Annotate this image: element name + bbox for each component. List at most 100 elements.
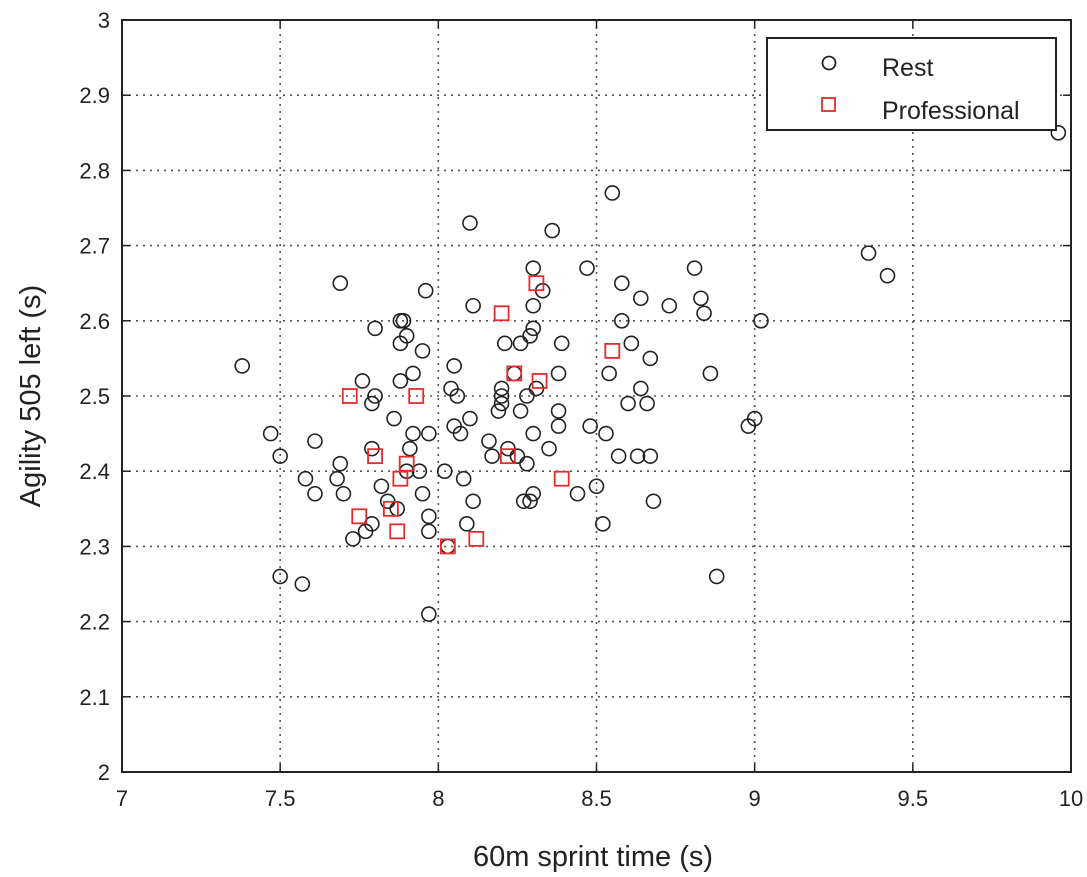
rest-point [392,373,409,389]
x-tick-label: 10 [1059,786,1083,811]
rest-point [620,395,636,412]
rest-point [614,275,630,292]
rest-point [367,320,383,337]
rest-point [686,260,703,276]
rest-point [484,448,500,464]
y-tick-label: 2.5 [79,384,110,409]
rest-point [496,335,513,352]
rest-point [595,516,611,532]
rest-point [519,455,535,472]
professional-point [351,508,368,525]
professional-point [341,388,358,404]
rest-point [544,222,561,239]
x-tick-label: 7 [116,786,128,811]
professional-point [506,365,523,382]
rest-point [307,433,323,449]
y-tick-label: 2.4 [79,459,110,484]
rest-point [708,568,725,585]
professional-point [367,448,383,465]
rest-point [481,433,497,449]
professional-point [468,530,485,547]
rest-point [465,297,481,314]
professional-point [604,342,621,359]
rest-point [354,373,371,389]
professional-point [382,500,399,517]
x-axis-tick-labels: 7 7.5 8 8.5 9 9.5 10 [116,786,1083,811]
rest-point [364,395,380,412]
x-tick-label: 7.5 [265,786,296,811]
rest-point [345,531,361,547]
rest-point [262,425,279,442]
rest-point [696,305,712,322]
rest-point [421,425,437,442]
rest-point [465,493,481,510]
rest-point [512,403,529,419]
rest-point [525,425,542,442]
y-axis-tick-labels: 2 2.1 2.2 2.3 2.4 2.5 2.6 2.7 2.8 2.9 3 [79,8,110,785]
rest-point [522,328,538,344]
y-tick-label: 2.2 [79,610,110,635]
rest-point [550,403,567,419]
rest-point [604,185,621,201]
rest-point [405,425,421,442]
rest-point [455,470,472,487]
rest-point [614,312,630,329]
legend-professional-marker [821,97,836,112]
y-tick-label: 2.7 [79,234,110,259]
x-tick-label: 8.5 [581,786,612,811]
professional-point [439,538,456,555]
rest-point [746,410,763,427]
rest-point [417,282,434,299]
professional-point [398,455,415,472]
rest-point [294,576,311,592]
rest-point [493,388,510,404]
rest-point [414,485,431,502]
rest-point [550,365,567,382]
professional-point [531,373,548,389]
y-tick-label: 2.6 [79,309,110,334]
series-professional-points [341,275,621,555]
rest-point [525,320,542,337]
rest-point [623,335,640,352]
rest-point [550,418,567,434]
rest-point [753,312,769,329]
rest-point [373,478,390,495]
rest-point [702,365,719,382]
rest-point [879,267,896,284]
rest-point [522,493,538,510]
rest-point [512,335,529,352]
rest-point [541,440,557,457]
professional-point [553,470,570,487]
rest-point [642,448,659,464]
rest-point [234,358,251,374]
axis-ticks [121,19,1072,773]
rest-point [632,290,649,307]
rest-point [459,516,475,532]
rest-point [332,455,349,472]
rest-point [579,260,595,276]
rest-point [329,470,345,487]
rest-point [272,568,288,585]
rest-point [335,485,352,502]
rest-point [402,440,418,457]
rest-point [601,365,617,382]
rest-point [588,478,605,495]
rest-point [436,463,453,480]
rest-point [642,350,659,367]
rest-point [639,395,655,412]
rest-point [421,523,437,540]
y-tick-label: 2.8 [79,158,110,183]
rest-point [645,493,662,510]
rest-point [421,508,437,525]
rest-point [414,343,431,359]
y-tick-label: 2.3 [79,534,110,559]
y-tick-label: 2 [98,760,110,785]
professional-point [408,388,425,404]
y-tick-label: 2.1 [79,685,110,710]
rest-point [693,290,709,307]
rest-point [569,485,586,502]
legend-professional-label: Professional [882,97,1020,125]
x-tick-label: 9 [749,786,761,811]
